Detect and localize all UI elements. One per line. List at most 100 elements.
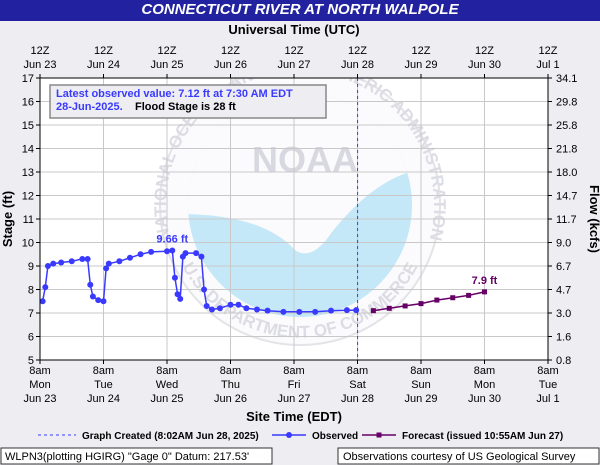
x2-tick-label: 12Z xyxy=(221,45,240,57)
y2-tick-label: 25.8 xyxy=(556,120,577,132)
data-point xyxy=(208,306,215,313)
y2-tick-label: 11.7 xyxy=(556,214,577,226)
x-tick-label: 8am xyxy=(537,365,558,377)
y2-tick-label: 34.1 xyxy=(556,73,577,85)
y-tick-label: 6 xyxy=(28,332,34,344)
data-point xyxy=(116,258,123,265)
x2-tick-label: Jun 26 xyxy=(214,59,247,71)
data-point xyxy=(227,301,234,308)
data-point xyxy=(42,284,49,291)
x-tick-label: 8am xyxy=(93,365,114,377)
data-point xyxy=(95,297,102,304)
data-point xyxy=(84,255,91,262)
data-point xyxy=(235,301,242,308)
y2-tick-label: 1.6 xyxy=(556,332,571,344)
x-tick-label: Jun 25 xyxy=(150,393,183,405)
x2-tick-label: Jun 27 xyxy=(277,59,310,71)
x-tick-label: Sun xyxy=(411,379,431,391)
x2-tick-label: 12Z xyxy=(475,45,494,57)
x2-title: Universal Time (UTC) xyxy=(228,22,359,37)
data-point xyxy=(193,250,200,257)
data-point xyxy=(148,248,155,255)
annotation: 7.9 ft xyxy=(472,275,498,287)
y-tick-label: 5 xyxy=(28,355,34,367)
x-tick-label: Jun 23 xyxy=(23,393,56,405)
x-tick-label: Jun 29 xyxy=(404,393,437,405)
x2-tick-label: Jun 29 xyxy=(404,59,437,71)
data-point xyxy=(343,307,350,314)
x2-tick-label: 12Z xyxy=(94,45,113,57)
y-tick-label: 8 xyxy=(28,285,34,297)
footer-right-box xyxy=(337,447,600,465)
x-tick-label: Jun 28 xyxy=(341,393,374,405)
x-tick-label: Tue xyxy=(539,379,558,391)
x2-tick-label: Jun 28 xyxy=(341,59,374,71)
y2-tick-label: 18.0 xyxy=(556,167,577,179)
y2-tick-label: 3.0 xyxy=(556,308,571,320)
data-point xyxy=(171,274,178,281)
legend: Graph Created (8:02AM Jun 28, 2025) Obse… xyxy=(38,431,563,442)
legend-created: Graph Created (8:02AM Jun 28, 2025) xyxy=(82,431,259,442)
data-point xyxy=(68,258,75,265)
data-point xyxy=(137,251,144,258)
data-point xyxy=(58,259,65,266)
y-title: Stage (ft) xyxy=(0,191,15,247)
x-tick-label: Thu xyxy=(221,379,240,391)
data-point xyxy=(50,260,57,267)
x-tick-label: Jun 27 xyxy=(277,393,310,405)
x2-tick-label: Jun 24 xyxy=(87,59,120,71)
x-tick-label: Mon xyxy=(474,379,495,391)
data-point xyxy=(264,307,271,314)
info-latest: Latest observed value: 7.12 ft at 7:30 A… xyxy=(56,88,293,100)
data-point xyxy=(177,295,184,302)
x2-tick-label: 12Z xyxy=(31,45,50,57)
y-tick-label: 12 xyxy=(22,191,34,203)
x2-tick-label: 12Z xyxy=(158,45,177,57)
x2-tick-label: 12Z xyxy=(348,45,367,57)
footer-left-box xyxy=(0,447,273,465)
y-tick-label: 9 xyxy=(28,261,34,273)
annotation: 9.66 ft xyxy=(156,233,188,245)
legend-forecast: Forecast (issued 10:55AM Jun 27) xyxy=(402,431,563,442)
marks xyxy=(39,78,487,360)
data-point xyxy=(353,307,360,314)
data-point xyxy=(164,248,170,255)
data-point xyxy=(79,255,86,262)
data-point xyxy=(169,247,176,254)
data-point xyxy=(198,253,205,260)
y2-tick-label: 14.7 xyxy=(556,191,577,203)
data-point xyxy=(296,308,303,315)
data-point xyxy=(328,307,335,314)
info-flood: Flood Stage is 28 ft xyxy=(135,101,236,113)
x2-tick-label: Jul 1 xyxy=(536,59,559,71)
x-tick-label: 8am xyxy=(220,365,241,377)
x-tick-label: Sat xyxy=(349,379,366,391)
x2-tick-label: Jun 30 xyxy=(468,59,501,71)
x-tick-label: Jun 24 xyxy=(87,393,120,405)
data-point xyxy=(402,303,408,309)
y2-tick-label: 0.8 xyxy=(556,355,571,367)
y2-tick-label: 6.7 xyxy=(556,261,571,273)
data-point xyxy=(87,281,94,288)
footer-right: Observations courtesy of US Geological S… xyxy=(343,451,576,463)
footer-left: WLPN3(plotting HGIRG) "Gage 0" Datum: 21… xyxy=(5,451,249,463)
legend-observed: Observed xyxy=(312,431,358,442)
data-point xyxy=(216,305,223,312)
y2-title: Flow (kcfs) xyxy=(587,185,600,253)
y2-tick-label: 9.0 xyxy=(556,238,571,250)
data-point xyxy=(482,289,487,295)
data-point xyxy=(174,291,181,298)
chart-title: CONNECTICUT RIVER AT NORTH WALPOLE xyxy=(141,1,459,18)
info-box xyxy=(49,84,327,119)
y2-tick-label: 29.8 xyxy=(556,97,577,109)
data-point xyxy=(126,254,133,261)
y2-tick-label: 21.8 xyxy=(556,144,577,156)
x2-tick-label: 12Z xyxy=(412,45,431,57)
data-point xyxy=(253,306,260,313)
legend-forecast-marker xyxy=(376,432,382,438)
y-tick-label: 17 xyxy=(22,73,34,85)
x-tick-label: 8am xyxy=(347,365,368,377)
y-tick-label: 15 xyxy=(22,120,34,132)
data-point xyxy=(105,260,112,267)
